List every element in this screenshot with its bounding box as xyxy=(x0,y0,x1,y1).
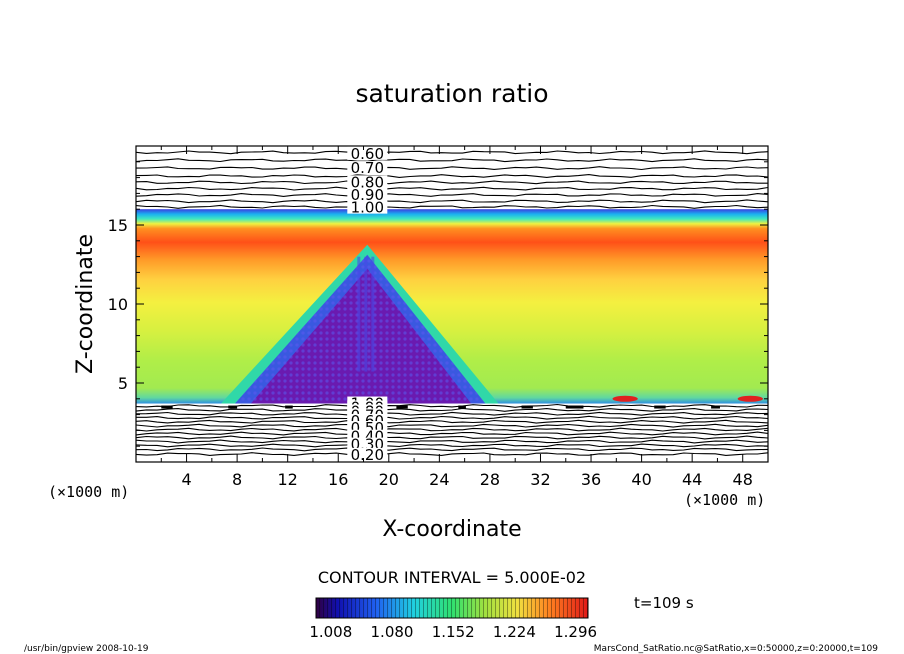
contour-line-upper xyxy=(136,186,768,191)
colorbar-tick-label: 1.152 xyxy=(432,623,475,641)
contour-line-lower xyxy=(136,423,768,428)
contour-line-lower xyxy=(136,443,768,448)
contour-label-bg xyxy=(347,161,388,175)
surface-maximum xyxy=(737,395,763,402)
x-tick-label: 36 xyxy=(581,470,601,489)
x-tick-label: 44 xyxy=(682,470,702,489)
surface-maximum xyxy=(612,395,638,402)
colorbar-tick-label: 1.224 xyxy=(493,623,536,641)
x-tick-label: 48 xyxy=(733,470,753,489)
colorbar-tick-labels: 1.008 1.080 1.152 1.224 1.296 xyxy=(309,623,597,641)
boundary-mark xyxy=(458,405,466,409)
contour-label-upper: 0.70 xyxy=(351,159,384,177)
contour-label-upper: 0.60 xyxy=(351,145,384,163)
boundary-mark xyxy=(654,405,666,409)
contour-label-lower: 0.20 xyxy=(351,446,384,464)
boundary-mark xyxy=(285,405,293,409)
chart-title: saturation ratio xyxy=(355,79,548,108)
contour-line-lower xyxy=(136,411,768,416)
y-tick-label: 10 xyxy=(108,295,128,314)
y-tick-label: 5 xyxy=(118,374,128,393)
updraft-streak xyxy=(371,256,375,372)
contour-line-upper xyxy=(136,193,768,197)
x-tick-label: 28 xyxy=(480,470,500,489)
x-tick-label: 8 xyxy=(232,470,242,489)
contour-line-upper xyxy=(136,174,768,178)
contour-labels: 0.600.700.800.901.001.000.900.800.700.60… xyxy=(347,145,388,464)
contour-label-bg xyxy=(347,447,388,460)
contour-label-upper: 1.00 xyxy=(351,199,384,217)
contour-label-upper: 0.80 xyxy=(351,173,384,191)
contour-line-upper xyxy=(136,166,768,171)
y-tick-label: 15 xyxy=(108,216,128,235)
boundary-mark xyxy=(711,405,720,409)
contour-line-upper xyxy=(136,180,768,185)
contour-line-lower xyxy=(136,419,768,424)
colorbar xyxy=(315,597,589,619)
contour-label-bg xyxy=(347,175,388,189)
x-tick-label: 32 xyxy=(530,470,550,489)
contour-line-lower xyxy=(136,435,768,440)
x-tick-label: 16 xyxy=(328,470,348,489)
contour-line-lower xyxy=(136,447,768,452)
boundary-mark xyxy=(565,405,584,409)
footer-left: /usr/bin/gpview 2008-10-19 xyxy=(24,644,149,654)
y-axis-ticks: 5 10 15 xyxy=(108,161,768,447)
boundary-mark xyxy=(396,405,408,409)
footer-right: MarsCond_SatRatio.nc@SatRatio,x=0:50000,… xyxy=(594,644,878,654)
contour-line-lower xyxy=(136,452,768,456)
contour-interval: CONTOUR INTERVAL = 5.000E-02 xyxy=(318,568,586,587)
boundary-mark xyxy=(521,405,533,409)
contour-line-upper xyxy=(136,150,768,155)
contour-label-upper: 0.90 xyxy=(351,186,384,204)
updraft-streak xyxy=(357,256,361,372)
x-tick-label: 12 xyxy=(278,470,298,489)
boundary-mark xyxy=(228,405,238,409)
colorbar-tick-label: 1.296 xyxy=(554,623,597,641)
contour-line-lower xyxy=(136,415,768,420)
contour-line-upper xyxy=(136,199,768,204)
mountain-updraft-column xyxy=(357,256,375,372)
contour-line-lower xyxy=(136,439,768,444)
contour-label-bg xyxy=(347,146,388,160)
plot-area xyxy=(136,146,768,462)
updraft-streak xyxy=(364,256,368,372)
contour-line-upper xyxy=(136,204,768,209)
x-unit-left: (×1000 m) xyxy=(48,483,129,501)
x-tick-label: 20 xyxy=(379,470,399,489)
contour-label-bg xyxy=(347,437,388,450)
contour-label-bg xyxy=(347,187,388,201)
contour-line-lower xyxy=(136,431,768,436)
x-tick-label: 24 xyxy=(429,470,449,489)
lower-boundary-marks xyxy=(161,405,720,409)
colorbar-tick-label: 1.080 xyxy=(371,623,414,641)
time-label: t=109 s xyxy=(634,594,694,612)
surface-maxima xyxy=(612,395,763,402)
contour-line-lower xyxy=(136,427,768,432)
x-tick-label: 40 xyxy=(631,470,651,489)
contour-line-upper xyxy=(136,158,768,163)
x-axis-ticks: 4 8 12 16 20 24 28 32 36 40 44 48 xyxy=(160,146,753,489)
y-axis-label: Z-coordinate xyxy=(73,234,98,374)
x-axis-label: X-coordinate xyxy=(382,517,521,542)
contour-lines xyxy=(136,150,768,456)
contour-label-bg xyxy=(347,200,388,214)
x-tick-label: 4 xyxy=(181,470,191,489)
colorbar-tick-label: 1.008 xyxy=(309,623,352,641)
contour-line-lower xyxy=(136,407,768,412)
boundary-mark xyxy=(161,405,173,409)
x-unit-right: (×1000 m) xyxy=(684,491,765,509)
